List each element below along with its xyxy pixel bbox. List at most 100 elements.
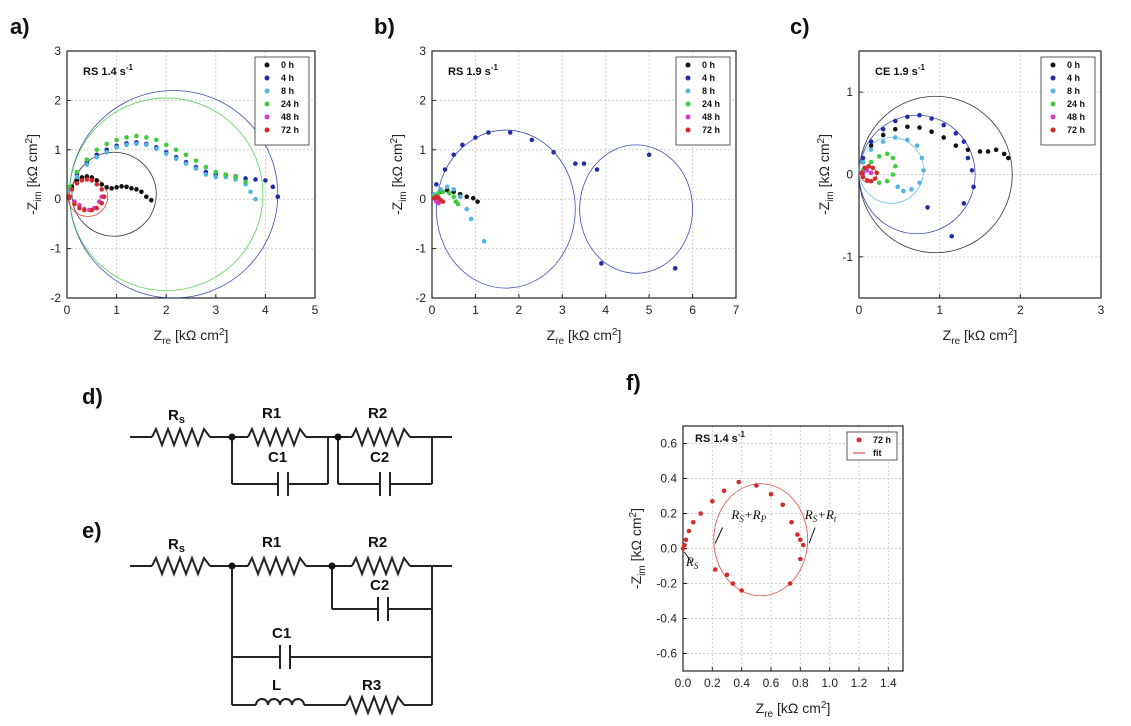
data-point <box>507 130 513 135</box>
chart-annotation: RS 1.4 s-1 <box>695 430 745 445</box>
data-point <box>884 178 890 184</box>
data-point <box>451 187 457 192</box>
data-point <box>457 194 463 200</box>
circuit-e-c2-label: C2 <box>370 577 389 594</box>
data-point <box>460 142 465 148</box>
data-point <box>99 187 105 192</box>
data-point <box>919 155 925 161</box>
data-point <box>124 142 129 148</box>
data-point <box>203 172 209 177</box>
x-tick-label: 4 <box>262 303 269 317</box>
data-point <box>529 137 535 143</box>
label-rs-rp: RS+RP <box>730 507 766 524</box>
data-point <box>860 174 866 180</box>
circuit-e-r2-label: R2 <box>368 534 387 551</box>
data-point <box>880 132 886 138</box>
node-dot <box>334 433 342 441</box>
data-point <box>139 189 144 195</box>
legend-swatch <box>1050 101 1056 107</box>
data-point <box>953 143 959 148</box>
x-tick-label: 0.2 <box>704 676 721 690</box>
data-point <box>690 519 696 525</box>
arrow-rs <box>684 551 693 563</box>
y-tick-label: -2 <box>50 291 61 305</box>
data-point <box>917 112 922 118</box>
data-point <box>893 126 898 132</box>
y-tick-label: 0.6 <box>660 437 677 451</box>
data-point <box>434 182 439 187</box>
data-point <box>183 161 189 166</box>
data-point <box>929 116 934 121</box>
data-point <box>768 491 774 497</box>
x-tick-label: 3 <box>1098 303 1105 317</box>
x-tick-label: 3 <box>212 303 219 317</box>
y-tick-label: 0.4 <box>660 472 677 486</box>
legend-swatch <box>1050 127 1056 133</box>
data-point <box>672 266 678 271</box>
data-point <box>124 184 129 190</box>
x-tick-label: 5 <box>312 303 319 317</box>
data-point <box>481 238 487 244</box>
panel-label-e: e) <box>82 518 102 543</box>
data-point <box>917 180 922 186</box>
fit-curve <box>69 97 264 291</box>
node-dot <box>228 562 236 570</box>
plot-frame <box>431 50 737 299</box>
legend-swatch <box>685 88 691 94</box>
y-axis-label: -Zim [kΩ cm2] <box>389 134 409 215</box>
data-point <box>941 135 946 140</box>
data-point <box>486 130 491 135</box>
y-tick-label: 3 <box>419 44 426 58</box>
legend-box <box>1040 56 1096 146</box>
x-axis-label: Zre [kΩ cm2] <box>547 327 622 347</box>
data-point <box>925 205 930 210</box>
data-point <box>905 114 910 120</box>
x-tick-label: 7 <box>733 303 740 317</box>
fit-curve <box>435 129 576 289</box>
data-point <box>721 488 727 494</box>
data-point <box>787 581 793 586</box>
data-point <box>859 170 864 176</box>
circuit-d <box>130 426 452 496</box>
data-point <box>223 172 229 177</box>
data-point <box>84 162 90 167</box>
data-point <box>921 168 926 173</box>
data-point <box>470 195 476 201</box>
data-point <box>94 205 100 211</box>
data-point <box>884 151 890 157</box>
data-point <box>67 194 72 200</box>
x-tick-label: 0.6 <box>763 676 780 690</box>
fit-curve <box>579 144 693 274</box>
data-point <box>173 156 179 161</box>
data-point <box>253 196 258 202</box>
data-point <box>893 135 898 140</box>
y-tick-label: 1 <box>419 143 426 157</box>
legend-label: fit <box>873 448 882 458</box>
data-point <box>893 163 898 169</box>
data-point <box>104 149 109 155</box>
legend-swatch <box>264 101 270 107</box>
data-point <box>860 159 866 165</box>
data-point <box>94 178 100 183</box>
data-point <box>890 155 896 161</box>
chart-a: 0 1 2 3 4 5 -2 -1 0 1 2 3 Zre [kΩ cm2] -Zim [kΩ cm2] R… <box>24 44 319 347</box>
legend-label: 4 h <box>1067 73 1080 83</box>
data-point <box>134 141 139 147</box>
label-rs-rt: RS+Rt <box>804 507 837 524</box>
data-point <box>953 131 959 136</box>
data-point <box>780 502 786 508</box>
x-axis-label: Zre [kΩ cm2] <box>154 327 229 347</box>
data-point <box>79 178 85 183</box>
y-axis-label: -Zim [kΩ cm2] <box>628 508 648 589</box>
data-point <box>551 149 556 155</box>
data-point <box>949 233 955 239</box>
data-point <box>134 187 139 192</box>
data-point <box>99 200 105 206</box>
legend-swatch <box>264 75 270 81</box>
x-tick-label: 1.4 <box>880 676 897 690</box>
panel-label-f: f) <box>626 370 641 395</box>
data-point <box>94 147 100 153</box>
legend-label: 8 h <box>281 86 294 96</box>
data-point <box>876 154 882 159</box>
legend-swatch <box>264 114 270 120</box>
